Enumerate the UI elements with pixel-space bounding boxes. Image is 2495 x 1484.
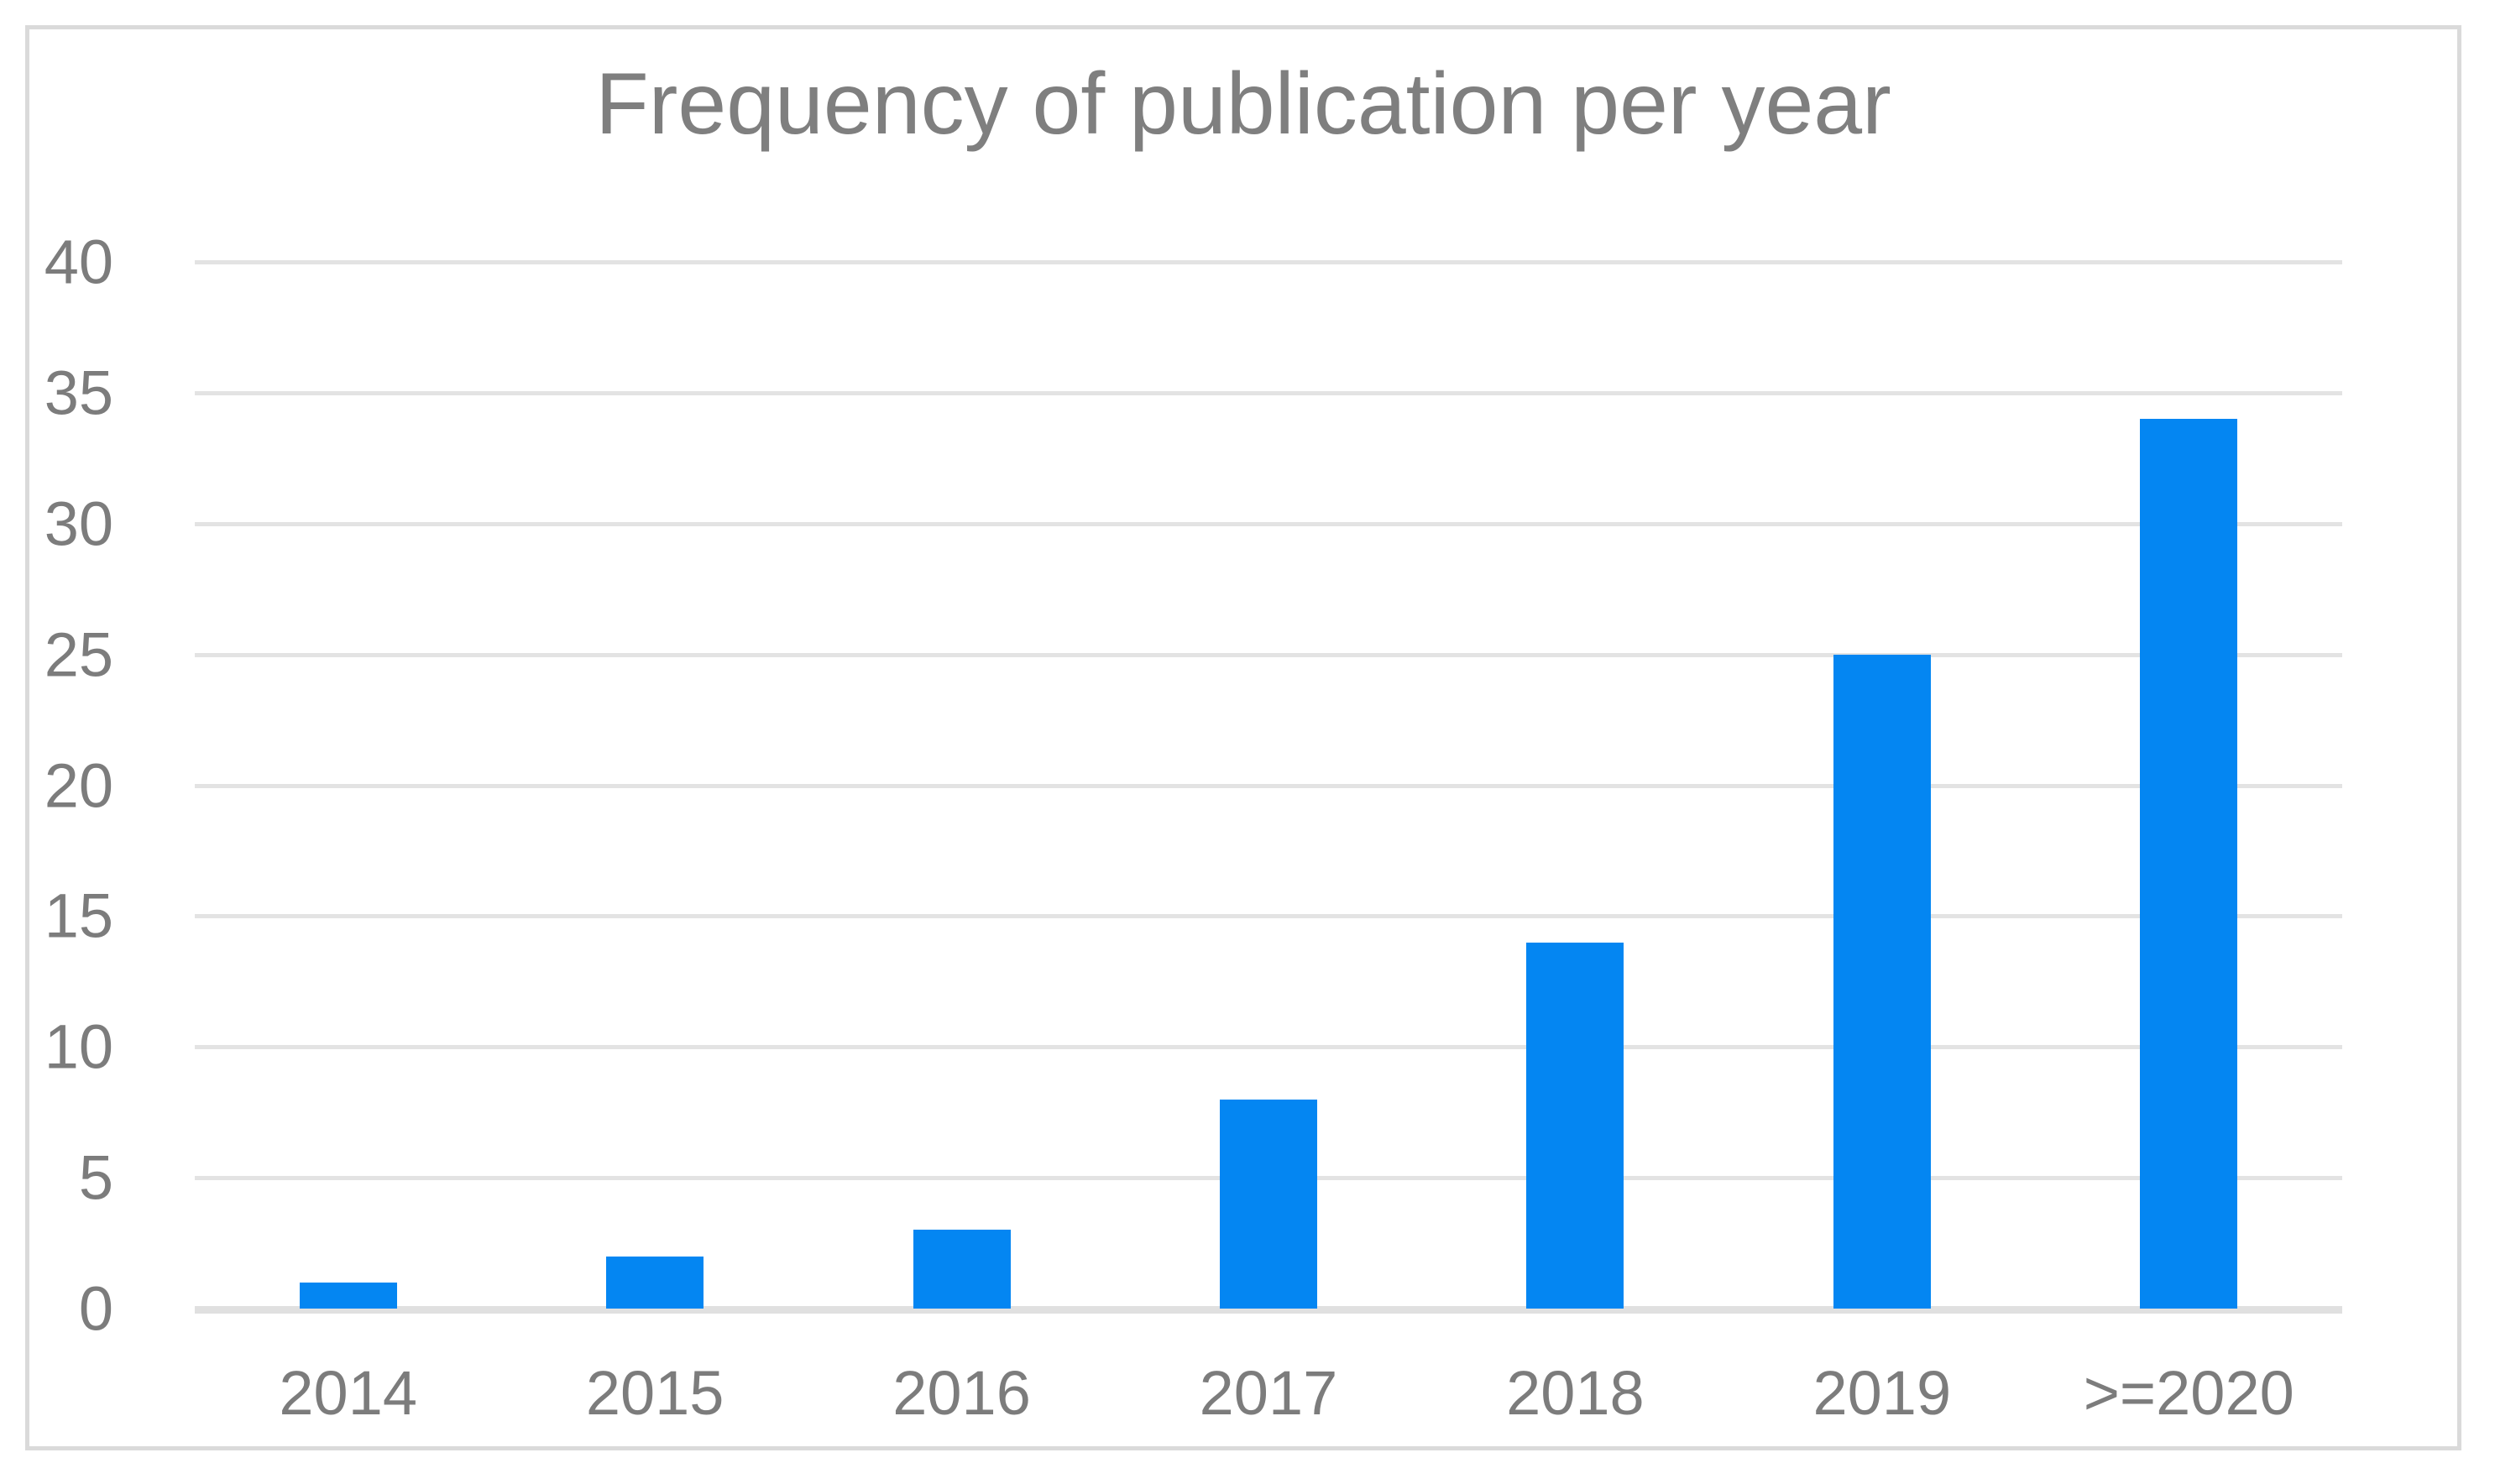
y-axis-tick-label: 40: [44, 227, 113, 297]
x-axis-category-label: 2015: [585, 1358, 724, 1428]
x-axis: 2014 2015 2016 2017 2018 2019 >=2020: [195, 1357, 2342, 1429]
x-axis-line: [195, 1306, 2342, 1314]
gridline: [195, 1045, 2342, 1050]
bar-cell: [1422, 262, 1729, 1309]
bars-container: [195, 262, 2342, 1309]
y-axis-tick-label: 35: [44, 358, 113, 428]
x-axis-category-label: 2017: [1199, 1358, 1338, 1428]
plot-area: [195, 260, 2342, 1314]
y-axis-tick-label: 15: [44, 880, 113, 951]
y-axis: 40 35 30 25 20 15 10 5 0: [29, 227, 164, 1344]
x-axis-category-label: 2016: [892, 1358, 1031, 1428]
bar-2015: [606, 1256, 704, 1309]
bar-2019: [1833, 654, 1931, 1309]
y-axis-tick-label: 20: [44, 750, 113, 820]
gridline: [195, 260, 2342, 264]
x-axis-category-label: 2019: [1812, 1358, 1952, 1428]
x-axis-category-label: 2018: [1506, 1358, 1645, 1428]
y-axis-tick-label: 5: [78, 1142, 113, 1213]
bar-2016: [913, 1230, 1011, 1309]
gridline: [195, 652, 2342, 657]
bar-2017: [1219, 1099, 1317, 1309]
bar-cell: [808, 262, 1115, 1309]
x-axis-category-label: >=2020: [2083, 1358, 2294, 1428]
bar-cell: [1729, 262, 2035, 1309]
y-axis-tick-label: 30: [44, 489, 113, 559]
x-axis-category-label: 2014: [279, 1358, 418, 1428]
bar-cell: [2036, 262, 2342, 1309]
bar-cell: [501, 262, 808, 1309]
y-axis-tick-label: 0: [78, 1273, 113, 1344]
bar-2018: [1526, 942, 1624, 1309]
gridline: [195, 783, 2342, 788]
bar-2014: [299, 1282, 397, 1309]
bar->=2020: [2140, 419, 2238, 1309]
chart-title: Frequency of publication per year: [595, 55, 1891, 153]
y-axis-tick-label: 10: [44, 1011, 113, 1082]
y-axis-tick-label: 25: [44, 619, 113, 690]
bar-cell: [1115, 262, 1421, 1309]
gridline: [195, 390, 2342, 395]
gridline: [195, 521, 2342, 526]
chart-frame: Frequency of publication per year 40 35 30…: [25, 25, 2461, 1450]
bar-cell: [195, 262, 501, 1309]
gridline: [195, 914, 2342, 919]
